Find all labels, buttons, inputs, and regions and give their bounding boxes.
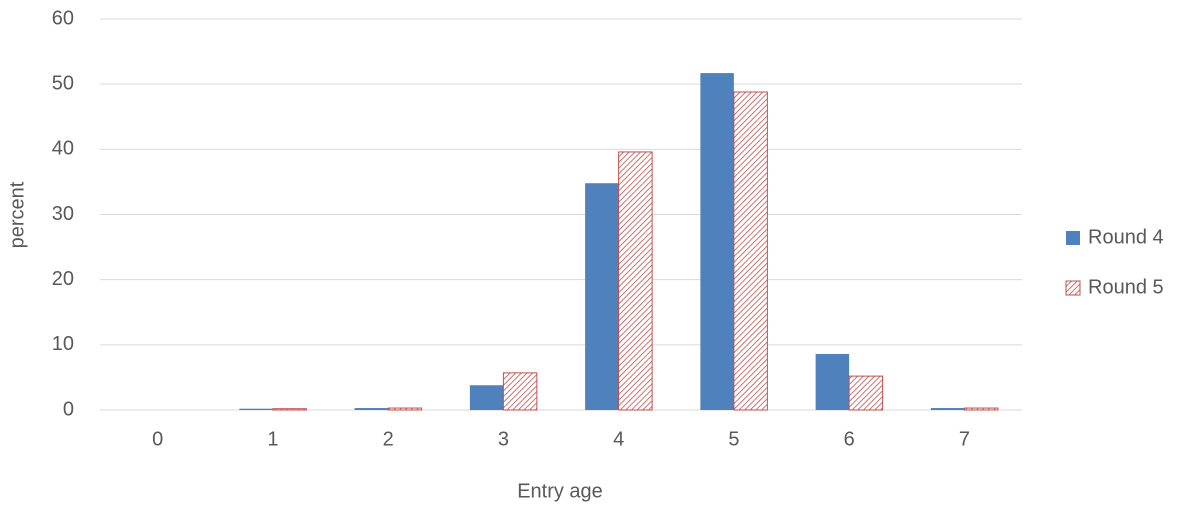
y-tick-label: 50	[52, 72, 74, 94]
y-tick-label: 30	[52, 203, 74, 225]
y-tick-label: 60	[52, 7, 74, 29]
bar	[930, 408, 965, 410]
legend-label: Round 5	[1088, 276, 1164, 298]
bar	[963, 407, 999, 411]
bar	[469, 385, 504, 410]
y-axis-label: percent	[6, 181, 28, 248]
x-tick-label: 4	[613, 428, 624, 450]
x-tick-label: 6	[844, 428, 855, 450]
x-tick-label: 5	[728, 428, 739, 450]
legend-swatch	[1066, 231, 1080, 245]
bar	[502, 372, 538, 411]
legend-label: Round 4	[1088, 226, 1164, 248]
x-tick-label: 0	[152, 428, 163, 450]
bar	[272, 408, 307, 411]
bar	[354, 408, 389, 410]
bar	[733, 91, 768, 411]
bar	[618, 151, 653, 411]
legend-swatch	[1065, 280, 1081, 296]
bar	[239, 408, 273, 410]
bar	[848, 375, 884, 411]
x-tick-label: 1	[267, 428, 278, 450]
x-tick-label: 2	[383, 428, 394, 450]
bar	[387, 407, 423, 411]
x-axis-label: Entry age	[517, 480, 603, 502]
y-tick-label: 40	[52, 138, 74, 160]
y-tick-label: 10	[52, 333, 74, 355]
x-tick-label: 3	[498, 428, 509, 450]
bar	[585, 183, 619, 410]
y-tick-label: 20	[52, 268, 74, 290]
bar	[700, 73, 734, 411]
x-tick-label: 7	[959, 428, 970, 450]
bar	[815, 353, 850, 410]
y-tick-label: 0	[63, 398, 74, 420]
